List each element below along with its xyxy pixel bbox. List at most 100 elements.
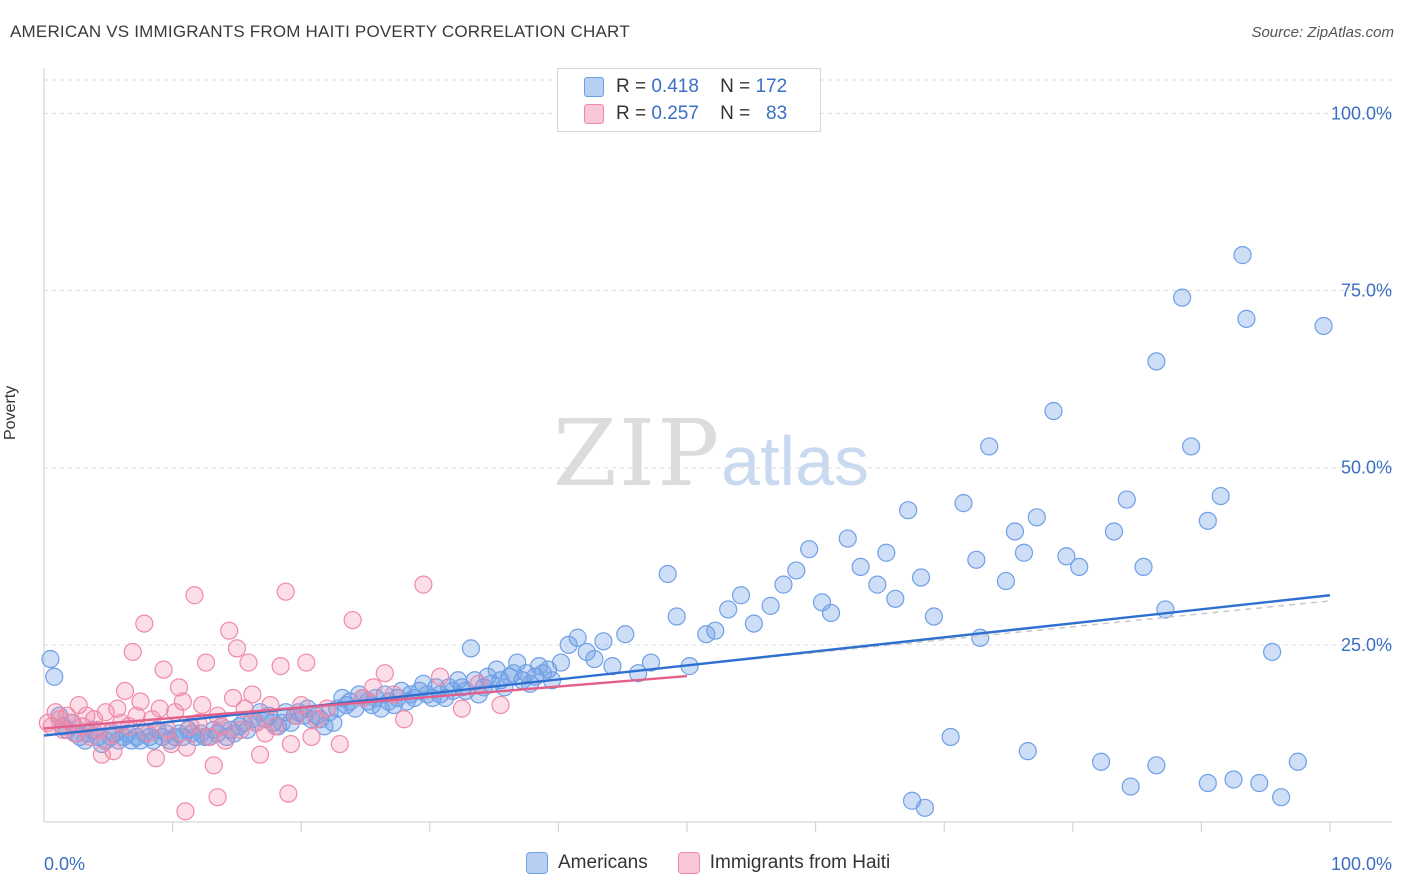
point-americans (1182, 437, 1201, 456)
point-haiti (135, 614, 154, 633)
point-americans (629, 664, 648, 683)
point-americans (1147, 352, 1166, 371)
point-americans (886, 589, 905, 608)
point-haiti (146, 749, 165, 768)
trend-line-americans (43, 594, 1331, 737)
point-americans (577, 642, 596, 662)
point-americans (1104, 522, 1124, 541)
point-haiti (239, 653, 258, 672)
point-americans (787, 561, 806, 580)
point-americans (1233, 246, 1252, 265)
point-americans (238, 720, 257, 739)
point-americans (551, 653, 571, 672)
point-americans (1250, 773, 1269, 793)
point-americans (1027, 508, 1046, 527)
legend-n-label: N = (720, 76, 751, 97)
point-americans (941, 727, 960, 747)
point-haiti (220, 621, 239, 640)
point-americans (821, 603, 841, 623)
y-tick-label: 25.0% (1341, 635, 1392, 655)
point-haiti (108, 699, 127, 718)
point-americans (585, 649, 604, 669)
point-americans (1198, 773, 1217, 793)
point-haiti (491, 695, 510, 715)
point-haiti (279, 784, 298, 803)
point-americans (559, 635, 578, 654)
point-haiti (343, 610, 362, 630)
point-americans (1156, 600, 1175, 619)
point-haiti (173, 692, 192, 711)
legend-n-value: 172 (755, 76, 788, 97)
point-americans (744, 614, 763, 633)
point-haiti (185, 586, 204, 605)
bottom-legend-label-americans: Americans (558, 852, 648, 873)
point-americans (980, 437, 999, 456)
point-haiti (266, 717, 285, 736)
point-americans (706, 621, 725, 640)
point-americans (911, 568, 931, 587)
point-americans (41, 649, 60, 669)
point-haiti (200, 727, 219, 747)
point-americans (915, 798, 935, 817)
legend-r-label: R = (616, 103, 647, 124)
legend-row-haiti: R = 0.257 N = 83 (584, 102, 787, 126)
watermark-atlas: atlas (721, 422, 870, 500)
point-haiti (243, 685, 262, 704)
point-americans (1272, 788, 1291, 807)
x-tick-label: 100.0% (1331, 854, 1392, 874)
point-haiti (104, 742, 123, 761)
point-americans (1091, 752, 1111, 771)
legend: R = 0.418 N = 172 R = 0.257 N = 83 (557, 68, 821, 132)
point-haiti (297, 653, 316, 672)
point-haiti (212, 717, 231, 736)
point-americans (504, 664, 523, 683)
point-haiti (364, 678, 383, 697)
point-haiti (150, 699, 169, 718)
point-haiti (176, 802, 195, 821)
point-haiti (317, 699, 337, 718)
point-haiti (92, 745, 111, 764)
point-americans (1044, 401, 1063, 421)
point-haiti (177, 738, 196, 757)
point-americans (731, 586, 751, 605)
point-haiti (256, 724, 275, 743)
point-americans (315, 717, 334, 736)
point-americans (1005, 522, 1025, 541)
chart-title: AMERICAN VS IMMIGRANTS FROM HAITI POVERT… (10, 22, 630, 41)
point-americans (1263, 642, 1282, 662)
x-tick-label: 0.0% (44, 854, 85, 874)
point-haiti (154, 660, 173, 679)
point-americans (1288, 752, 1307, 771)
point-haiti (123, 642, 142, 662)
bottom-legend-label-haiti: Immigrants from Haiti (709, 852, 891, 873)
point-americans (658, 564, 677, 584)
point-haiti (169, 678, 189, 697)
bottom-legend: Americans Immigrants from Haiti (526, 852, 920, 874)
point-americans (1314, 316, 1333, 336)
legend-r-value: 0.418 (651, 76, 699, 97)
point-americans (899, 501, 918, 520)
point-americans (1173, 288, 1192, 307)
point-haiti (330, 734, 349, 754)
y-tick-label: 100.0% (1331, 103, 1392, 123)
point-americans (1121, 777, 1140, 796)
point-americans (594, 632, 613, 651)
point-americans (1237, 309, 1256, 328)
watermark: ZIPatlas (553, 400, 869, 507)
point-americans (800, 540, 819, 559)
legend-swatch-haiti (584, 104, 604, 124)
point-haiti (394, 710, 414, 729)
bottom-legend-swatch-haiti (677, 852, 700, 874)
point-americans (924, 607, 944, 626)
point-haiti (452, 699, 472, 718)
point-haiti (281, 734, 301, 754)
bottom-legend-haiti: Immigrants from Haiti (677, 852, 891, 874)
point-haiti (250, 745, 270, 764)
point-haiti (292, 695, 311, 715)
point-americans (967, 550, 986, 569)
point-haiti (276, 582, 295, 601)
point-americans (1147, 756, 1166, 775)
point-haiti (227, 639, 246, 658)
point-americans (109, 731, 128, 750)
